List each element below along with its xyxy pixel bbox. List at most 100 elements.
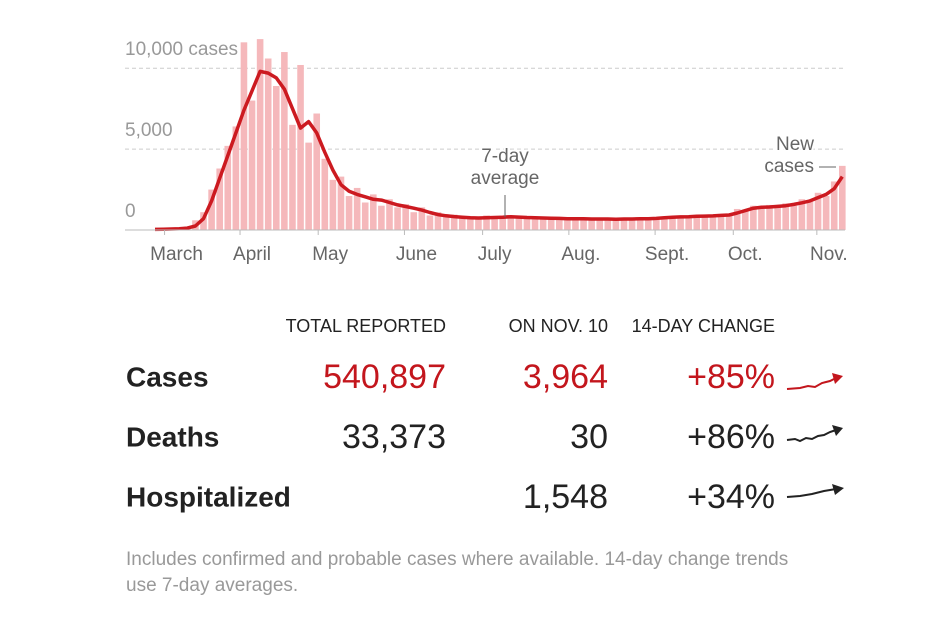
row-label: Hospitalized [126,481,291,512]
annotation: New [776,134,814,155]
bar [766,204,773,230]
cell-value: 540,897 [323,358,446,396]
bar [450,214,458,230]
bar [774,207,781,230]
x-tick-label: July [478,244,512,265]
bar [418,207,426,230]
bar [426,215,434,230]
trend-line [786,429,837,443]
bar [345,196,353,230]
x-tick-label: Oct. [728,244,763,265]
cell-value: 33,373 [342,418,446,456]
cell-value: +85% [687,358,775,396]
cell-value: 1,548 [523,478,608,516]
bar [200,212,207,230]
bar [442,217,450,230]
row-label: Deaths [126,421,219,452]
cell-value: 3,964 [523,358,608,396]
bar [741,209,749,230]
trend-arrow [832,484,844,495]
x-tick-label: Sept. [645,244,689,265]
bar [556,219,563,230]
cell-value: +34% [687,478,775,516]
bar [337,176,345,230]
bar [685,217,692,230]
bar [661,216,668,230]
bar [547,217,555,230]
bar [507,217,515,230]
bar [281,52,288,231]
bar [515,216,523,230]
bar [224,145,232,230]
bar [822,196,830,230]
bar [402,204,409,230]
footnote: Includes confirmed and probable cases wh… [126,549,789,596]
bar [539,218,547,230]
bar [378,205,385,230]
x-tick-label: May [312,244,348,265]
bar [733,208,741,230]
bar [475,219,482,230]
annotation: cases [764,156,814,177]
bar [564,217,571,230]
bar [580,218,587,230]
bar [572,219,579,230]
cell-value: +86% [687,418,775,456]
bar [297,64,304,230]
trend-line [786,377,837,390]
bar [798,199,806,230]
bar [588,219,595,230]
bar [289,124,296,230]
bar [329,179,337,230]
bar [653,218,660,230]
bar [216,168,223,230]
bar [248,100,256,230]
bar [394,207,401,230]
trend-arrow [832,373,843,384]
bar [264,58,272,231]
bar [677,215,684,230]
annotation: average [471,168,540,189]
x-tick-label: June [396,244,437,265]
bar [782,203,789,230]
bar [758,208,765,230]
x-tick-label: Nov. [810,244,848,265]
y-tick-label: 10,000 cases [125,39,238,60]
bar [839,165,846,230]
bar [208,189,215,230]
bar [628,218,636,230]
x-tick-label: Aug. [561,244,600,265]
bar [612,218,620,230]
bar [596,218,604,230]
chart: 0 5,000 10,000 cases March April May June July A… [123,37,848,516]
bar [370,194,377,230]
bar [806,201,814,230]
bar [717,216,725,230]
bar [458,218,466,230]
column-header: ON NOV. 10 [509,316,608,336]
y-tick-label: 0 [125,201,136,222]
column-header: TOTAL REPORTED [286,316,446,336]
bar [669,218,676,230]
bar [750,205,757,230]
bar [313,113,321,230]
bar [531,216,539,230]
bar [467,216,474,230]
y-tick-label: 5,000 [125,120,173,141]
bar [240,42,248,231]
bar [361,202,369,230]
bar [620,219,628,230]
bar [256,39,264,230]
x-tick-label: March [150,244,203,265]
bar [523,218,531,230]
bar [709,214,717,230]
bar [434,212,442,230]
bar [604,220,612,230]
bar [353,187,361,230]
trend-arrow [832,425,843,436]
bar [790,205,798,230]
bar [499,215,506,230]
bar [830,181,838,230]
column-header: 14-DAY CHANGE [632,316,775,336]
